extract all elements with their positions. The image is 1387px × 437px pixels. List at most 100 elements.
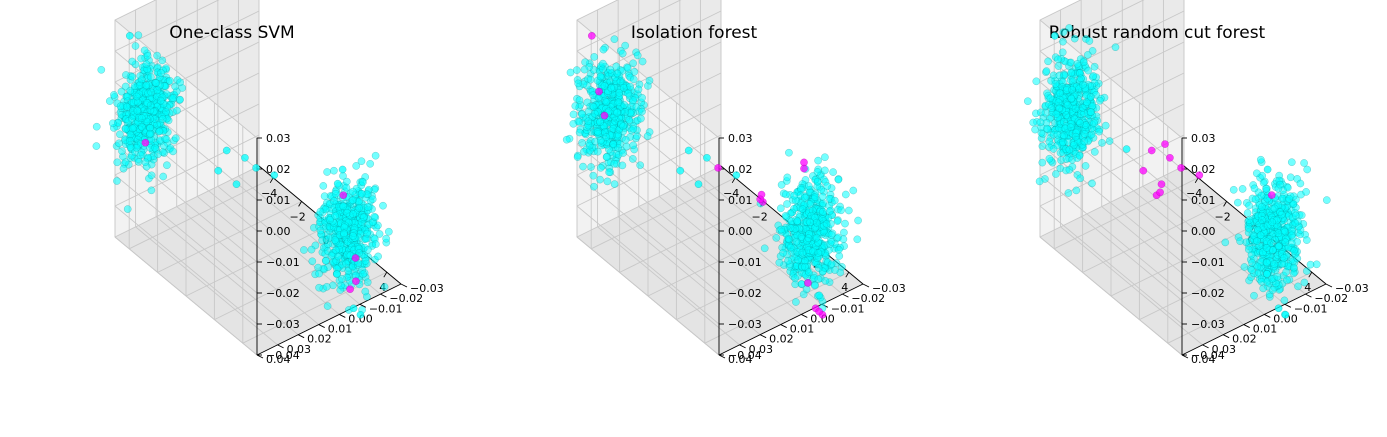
data-point <box>622 142 631 151</box>
data-point <box>1300 278 1309 287</box>
data-point <box>599 59 607 68</box>
data-point <box>1287 239 1296 247</box>
data-point <box>775 258 784 267</box>
y-tick-mark <box>801 314 808 318</box>
z-tick-label: 0.02 <box>266 163 291 176</box>
data-point <box>1262 184 1270 193</box>
data-point <box>359 178 367 187</box>
data-point <box>596 163 605 172</box>
data-point <box>1086 93 1095 101</box>
data-point <box>1285 195 1294 203</box>
y-tick-label: 0.02 <box>769 333 794 346</box>
data-point <box>823 182 832 190</box>
y-tick-mark <box>718 354 726 359</box>
data-point <box>156 96 165 105</box>
data-point <box>625 116 634 124</box>
data-point <box>319 182 328 190</box>
y-tick-label: −0.03 <box>410 282 444 295</box>
data-point <box>241 153 249 162</box>
data-point <box>1066 123 1075 132</box>
data-point <box>1045 154 1054 163</box>
y-tick-mark <box>256 354 264 359</box>
y-tick-mark <box>862 283 870 288</box>
data-point <box>136 151 145 160</box>
subplot-2: 0.030.020.010.00−0.01−0.02−0.03−0.040.04… <box>562 0 906 366</box>
y-tick-mark <box>297 334 305 339</box>
data-point <box>590 109 599 118</box>
data-point <box>92 142 101 150</box>
data-point <box>125 31 134 40</box>
data-point <box>590 182 598 191</box>
data-point <box>1085 37 1094 45</box>
data-point <box>1274 229 1283 238</box>
data-point <box>351 254 360 262</box>
data-point <box>137 75 146 84</box>
data-point <box>1244 245 1253 254</box>
data-point <box>815 307 823 316</box>
y-tick-label: −0.03 <box>872 282 906 295</box>
data-point <box>607 84 615 92</box>
data-point <box>1050 31 1059 40</box>
y-tick-label: 0.01 <box>328 323 353 336</box>
data-point <box>837 206 845 215</box>
data-point <box>804 182 813 190</box>
data-point <box>1055 104 1063 113</box>
data-point <box>1250 184 1259 193</box>
data-point <box>1221 238 1230 247</box>
data-point <box>618 161 627 170</box>
data-point <box>330 166 338 175</box>
data-point <box>363 229 371 238</box>
data-point <box>157 69 165 77</box>
z-tick-label: −0.02 <box>1191 287 1225 300</box>
data-point <box>1064 189 1073 197</box>
data-point <box>1045 137 1054 146</box>
data-point <box>585 141 594 150</box>
data-point <box>1293 254 1302 263</box>
y-tick-mark <box>339 314 346 318</box>
data-point <box>316 226 325 235</box>
data-point <box>811 193 819 202</box>
y-tick-mark <box>359 303 367 308</box>
data-point <box>1081 162 1090 170</box>
data-point <box>1238 185 1247 193</box>
data-point <box>1080 130 1089 138</box>
data-point <box>1290 263 1298 272</box>
data-point <box>1296 179 1305 188</box>
data-point <box>1291 211 1300 220</box>
data-point <box>337 281 345 290</box>
data-point <box>126 137 134 145</box>
data-point <box>781 211 790 220</box>
data-point <box>1056 89 1065 97</box>
data-point <box>626 82 635 91</box>
data-point <box>379 201 387 210</box>
data-point <box>798 248 807 257</box>
data-point <box>1049 145 1058 153</box>
data-point <box>1046 94 1055 103</box>
data-point <box>1036 108 1045 117</box>
subplot-1: 0.030.020.010.00−0.01−0.02−0.03−0.040.04… <box>92 0 444 366</box>
data-point <box>364 203 372 211</box>
z-tick-label: 0.03 <box>266 132 291 145</box>
data-point <box>147 88 156 97</box>
data-point <box>1071 104 1080 113</box>
data-point <box>834 175 843 184</box>
data-point <box>1032 77 1041 86</box>
data-point <box>349 232 357 240</box>
data-point <box>171 82 179 91</box>
data-point <box>822 220 831 228</box>
data-point <box>1023 97 1032 106</box>
data-point <box>580 65 589 74</box>
data-point <box>1291 219 1300 227</box>
data-point <box>1263 270 1271 278</box>
y-tick-label: 0.00 <box>810 312 835 325</box>
data-point <box>166 76 174 85</box>
grid-z <box>576 165 722 238</box>
data-point <box>371 240 380 249</box>
data-point <box>131 42 140 50</box>
data-point <box>384 227 393 236</box>
data-point <box>1287 158 1296 167</box>
data-point <box>1263 165 1272 174</box>
data-point <box>802 285 811 294</box>
data-point <box>359 213 368 222</box>
